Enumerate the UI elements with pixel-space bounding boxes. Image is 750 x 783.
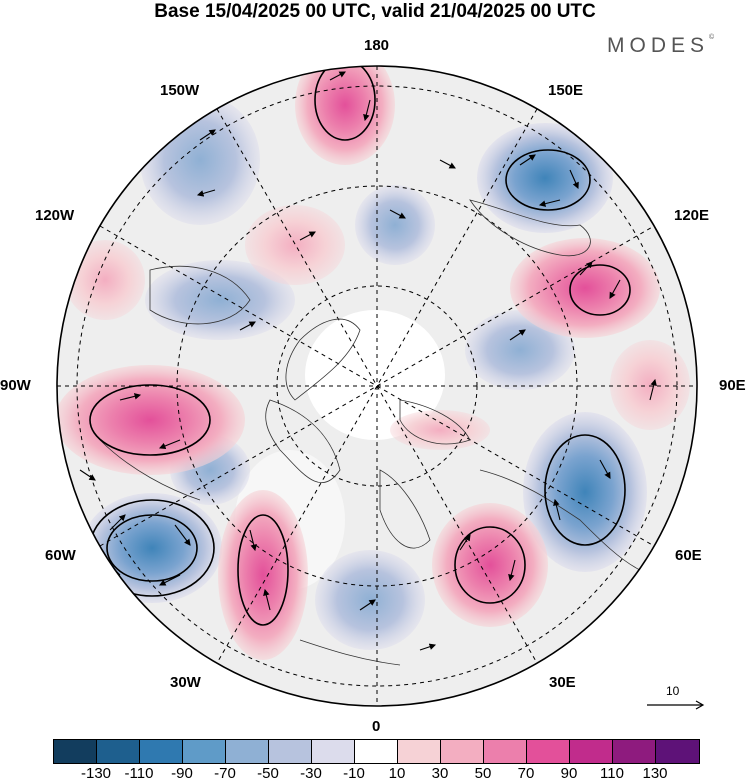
lon-label-90w: 90W	[0, 377, 31, 394]
colorbar-tick-label: 30	[431, 765, 449, 782]
colorbar-segment	[140, 740, 183, 763]
colorbar-tick-label: -50	[257, 765, 279, 782]
lon-label-90e: 90E	[719, 377, 746, 394]
anomaly-field	[57, 66, 690, 660]
colorbar-segment	[269, 740, 312, 763]
brand-text: MODES	[607, 34, 710, 57]
lon-label-60e: 60E	[675, 547, 702, 564]
reference-vector-label: 10	[666, 684, 680, 698]
colorbar-segment	[312, 740, 355, 763]
lon-label-30e: 30E	[549, 674, 576, 691]
colorbar-tick-label: 90	[560, 765, 578, 782]
colorbar-tick-label: -90	[171, 765, 193, 782]
colorbar-tick-label: 70	[517, 765, 535, 782]
reference-vector-arrow	[647, 700, 705, 710]
brand-logo: MODES©	[607, 34, 714, 58]
colorbar-segment	[656, 740, 699, 763]
colorbar-tick-label: -110	[124, 765, 154, 782]
anomaly-high-120e	[510, 238, 660, 338]
wind-vectors	[79, 71, 657, 651]
coastlines	[99, 199, 641, 666]
lon-label-0: 0	[372, 718, 381, 735]
lon-label-30w: 30W	[170, 674, 201, 691]
colorbar-tick-label: 50	[474, 765, 492, 782]
lon-label-150e: 150E	[548, 82, 584, 99]
colorbar-segment	[183, 740, 226, 763]
colorbar-segment	[97, 740, 140, 763]
chart-title: Base 15/04/2025 00 UTC, valid 21/04/2025…	[154, 1, 596, 22]
colorbar-segment	[54, 740, 97, 763]
colorbar-segment	[527, 740, 570, 763]
colorbar-segment	[570, 740, 613, 763]
anomaly-high-30w	[218, 490, 308, 660]
colorbar-tick-label: -70	[214, 765, 236, 782]
brand-mark: ©	[709, 34, 715, 41]
colorbar-segment	[226, 740, 269, 763]
colorbar-segment	[613, 740, 656, 763]
colorbar-tick-label: -30	[300, 765, 322, 782]
colorbar-segment	[484, 740, 527, 763]
colorbar	[53, 739, 700, 764]
anomaly-high-180	[295, 66, 395, 165]
colorbar-tick-label: 130	[642, 765, 668, 782]
anomaly-low-60e	[523, 412, 647, 572]
lon-label-180: 180	[364, 37, 390, 54]
colorbar-segment	[355, 740, 398, 763]
colorbar-segment	[398, 740, 441, 763]
colorbar-tick-label: 110	[600, 765, 624, 782]
colorbar-tick-label: -10	[343, 765, 365, 782]
lon-label-120w: 120W	[35, 207, 75, 224]
lon-label-60w: 60W	[45, 547, 76, 564]
anomaly-low-150w	[140, 95, 260, 225]
anomaly-low-150e	[477, 123, 613, 233]
colorbar-ticks: -130 -110 -90 -70 -50 -30 -10 10 30 50 70 90 110 130	[0, 765, 750, 783]
anomaly-high-30e	[432, 503, 548, 627]
anomaly-low-60w	[82, 493, 222, 603]
map-border	[56, 65, 698, 707]
lon-label-150w: 150W	[160, 82, 200, 99]
colorbar-tick-label: 10	[388, 765, 406, 782]
colorbar-tick-label: -130	[80, 765, 112, 782]
anomaly-high-90w	[57, 365, 245, 475]
colorbar-segment	[441, 740, 484, 763]
lon-label-120e: 120E	[674, 207, 710, 224]
